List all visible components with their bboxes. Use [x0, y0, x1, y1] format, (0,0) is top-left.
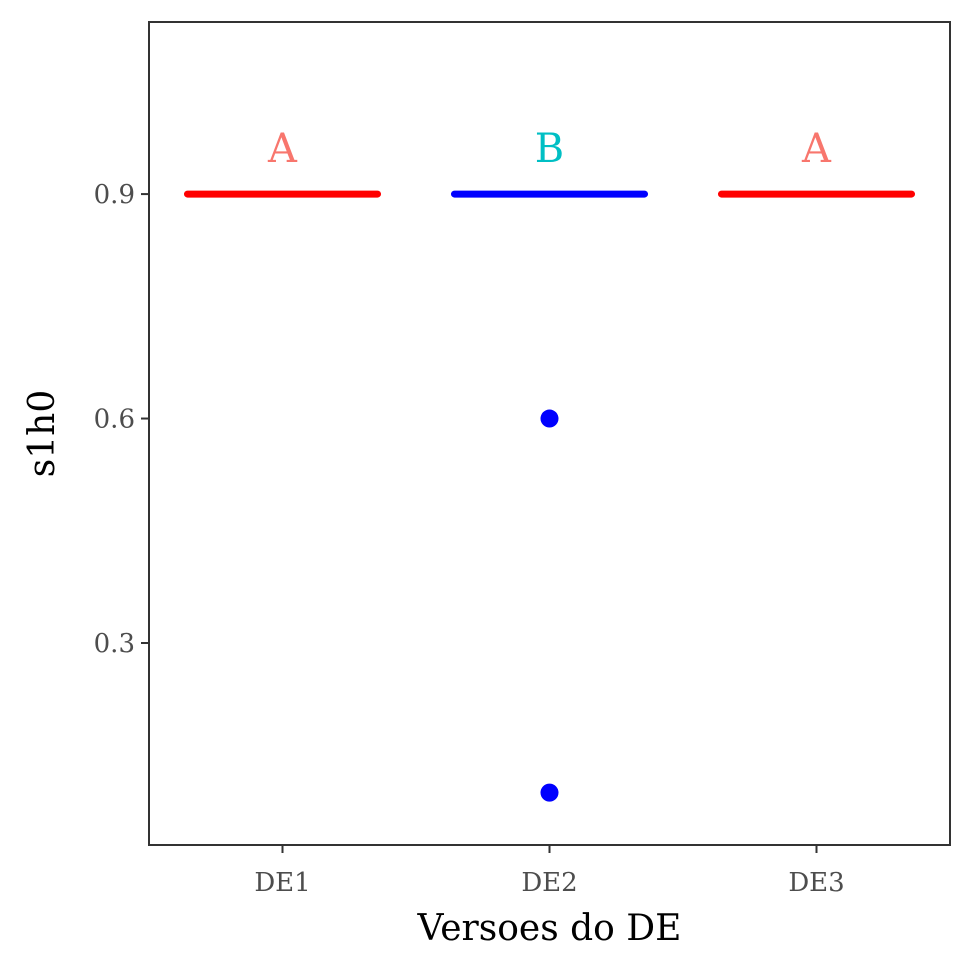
- outlier-point-DE2: [540, 783, 559, 802]
- y-axis-title: s1h0: [22, 390, 63, 477]
- y-tick-label: 0.6: [94, 405, 135, 435]
- group-letter-DE3: A: [801, 126, 832, 172]
- group-letter-DE1: A: [267, 126, 298, 172]
- x-tick-label: DE1: [254, 868, 310, 898]
- axes: 0.3 0.6 0.9 DE1 DE2 DE3: [94, 180, 845, 898]
- x-tick-label: DE2: [521, 868, 577, 898]
- y-tick-label: 0.3: [94, 629, 135, 659]
- outlier-point-DE2: [540, 409, 559, 428]
- group-letter-DE2: B: [535, 126, 564, 172]
- x-tick-label: DE3: [788, 868, 844, 898]
- x-axis-title: Versoes do DE: [417, 908, 682, 949]
- y-tick-label: 0.9: [94, 180, 135, 210]
